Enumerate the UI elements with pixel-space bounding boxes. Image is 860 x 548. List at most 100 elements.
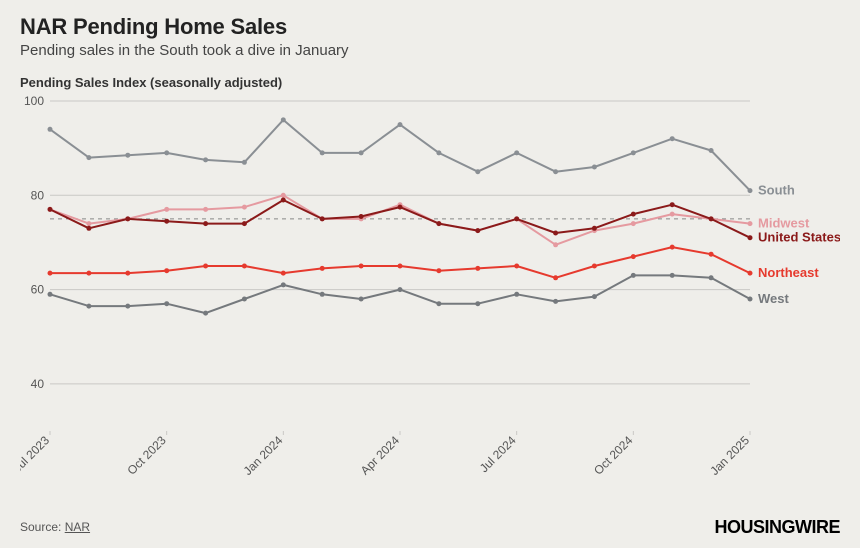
series-label-northeast: Northeast <box>758 265 819 280</box>
series-marker <box>670 202 675 207</box>
series-marker <box>48 271 53 276</box>
series-marker <box>709 252 714 257</box>
series-marker <box>86 226 91 231</box>
series-marker <box>670 136 675 141</box>
series-label-united-states: United States <box>758 230 840 245</box>
series-marker <box>203 311 208 316</box>
x-tick-label: Oct 2024 <box>591 433 636 478</box>
x-tick-label: Jul 2024 <box>477 433 519 475</box>
series-marker <box>86 304 91 309</box>
series-marker <box>359 264 364 269</box>
series-marker <box>514 216 519 221</box>
series-marker <box>164 150 169 155</box>
series-marker <box>164 207 169 212</box>
series-marker <box>281 117 286 122</box>
series-marker <box>436 301 441 306</box>
chart-title: NAR Pending Home Sales <box>20 14 349 40</box>
series-marker <box>553 242 558 247</box>
x-tick-label: Jul 2023 <box>20 433 52 475</box>
series-marker <box>475 266 480 271</box>
series-marker <box>359 297 364 302</box>
series-marker <box>242 264 247 269</box>
series-marker <box>320 292 325 297</box>
chart-container: NAR Pending Home Sales Pending sales in … <box>0 0 860 548</box>
series-marker <box>125 153 130 158</box>
series-marker <box>514 292 519 297</box>
series-marker <box>553 231 558 236</box>
series-marker <box>164 301 169 306</box>
series-marker <box>514 150 519 155</box>
y-tick-label: 80 <box>31 188 45 202</box>
source-link[interactable]: NAR <box>65 520 90 534</box>
series-marker <box>592 294 597 299</box>
series-marker <box>203 207 208 212</box>
series-marker <box>475 169 480 174</box>
source-prefix: Source: <box>20 520 65 534</box>
series-marker <box>631 212 636 217</box>
series-marker <box>436 268 441 273</box>
x-tick-label: Oct 2023 <box>124 433 169 478</box>
series-marker <box>398 122 403 127</box>
series-marker <box>242 297 247 302</box>
series-marker <box>359 214 364 219</box>
series-marker <box>203 157 208 162</box>
series-label-midwest: Midwest <box>758 216 810 231</box>
series-label-south: South <box>758 183 795 198</box>
series-marker <box>281 193 286 198</box>
series-marker <box>748 188 753 193</box>
series-marker <box>164 268 169 273</box>
series-marker <box>748 297 753 302</box>
series-marker <box>242 205 247 210</box>
y-tick-label: 100 <box>24 95 44 108</box>
series-marker <box>670 245 675 250</box>
series-marker <box>748 221 753 226</box>
series-marker <box>631 221 636 226</box>
series-label-west: West <box>758 291 789 306</box>
series-marker <box>709 148 714 153</box>
series-marker <box>48 127 53 132</box>
series-marker <box>203 221 208 226</box>
series-marker <box>164 219 169 224</box>
series-marker <box>670 212 675 217</box>
chart-subtitle: Pending sales in the South took a dive i… <box>20 42 349 59</box>
series-marker <box>631 254 636 259</box>
series-marker <box>553 169 558 174</box>
series-marker <box>125 304 130 309</box>
series-marker <box>86 155 91 160</box>
series-marker <box>48 292 53 297</box>
series-marker <box>242 160 247 165</box>
series-marker <box>748 271 753 276</box>
series-marker <box>553 275 558 280</box>
series-marker <box>242 221 247 226</box>
series-marker <box>592 264 597 269</box>
series-marker <box>709 275 714 280</box>
series-marker <box>631 273 636 278</box>
y-tick-label: 60 <box>31 283 45 297</box>
brand-logo: HOUSINGWIRE <box>714 517 840 538</box>
series-marker <box>203 264 208 269</box>
series-line-west <box>50 275 750 313</box>
series-marker <box>281 282 286 287</box>
y-axis-label: Pending Sales Index (seasonally adjusted… <box>20 75 282 90</box>
series-marker <box>553 299 558 304</box>
series-marker <box>320 216 325 221</box>
series-marker <box>592 226 597 231</box>
series-line-south <box>50 120 750 191</box>
series-marker <box>359 150 364 155</box>
series-marker <box>398 264 403 269</box>
x-tick-label: Jan 2024 <box>241 433 286 478</box>
series-marker <box>514 264 519 269</box>
chart-header: NAR Pending Home Sales Pending sales in … <box>20 14 349 59</box>
series-marker <box>86 221 91 226</box>
series-marker <box>125 271 130 276</box>
series-line-northeast <box>50 247 750 278</box>
series-marker <box>709 216 714 221</box>
series-marker <box>670 273 675 278</box>
series-marker <box>48 207 53 212</box>
series-marker <box>398 205 403 210</box>
series-marker <box>631 150 636 155</box>
series-marker <box>86 271 91 276</box>
series-marker <box>436 221 441 226</box>
series-marker <box>320 266 325 271</box>
series-marker <box>281 198 286 203</box>
